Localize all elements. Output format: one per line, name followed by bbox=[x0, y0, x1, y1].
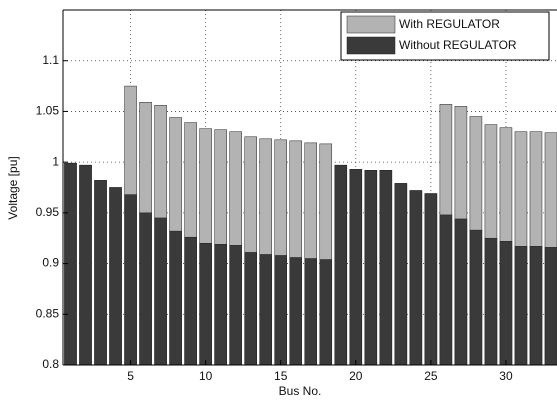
y-tick-label: 0.9 bbox=[42, 256, 59, 270]
bar bbox=[319, 259, 333, 366]
bar bbox=[439, 214, 453, 366]
bar bbox=[94, 180, 107, 366]
x-tick-label: 10 bbox=[199, 369, 213, 383]
x-tick-label: 30 bbox=[499, 369, 513, 383]
bar bbox=[79, 164, 92, 366]
x-axis-label: Bus No. bbox=[279, 384, 322, 398]
bar bbox=[184, 236, 197, 366]
bar bbox=[214, 244, 227, 366]
bar bbox=[544, 247, 557, 366]
bar bbox=[379, 170, 393, 366]
bar bbox=[514, 246, 528, 366]
x-tick-label: 15 bbox=[274, 369, 288, 383]
y-tick-label: 1 bbox=[52, 154, 59, 168]
bar bbox=[529, 246, 543, 366]
x-tick-label: 5 bbox=[127, 369, 134, 383]
y-tick-label: 0.8 bbox=[42, 357, 59, 371]
bar bbox=[424, 193, 438, 366]
bar bbox=[124, 194, 137, 366]
bar bbox=[139, 212, 152, 366]
y-tick-label: 1.05 bbox=[36, 104, 60, 118]
bar bbox=[109, 187, 122, 366]
legend-label: With REGULATOR bbox=[399, 17, 500, 31]
bar bbox=[274, 255, 287, 366]
bar bbox=[349, 168, 363, 366]
y-axis-label: Voltage [pu] bbox=[6, 156, 20, 219]
y-tick-label: 0.95 bbox=[36, 205, 60, 219]
legend: With REGULATOR Without REGULATOR bbox=[340, 11, 550, 61]
bar bbox=[229, 245, 242, 366]
x-tick-label: 25 bbox=[424, 369, 438, 383]
bar bbox=[64, 162, 77, 366]
y-tick-label: 0.85 bbox=[36, 306, 60, 320]
bar bbox=[394, 183, 408, 366]
bar bbox=[289, 257, 302, 366]
axes: 0.8 0.85 0.9 0.95 1 1.05 1.1 5 10 15 20 25 30 bbox=[36, 9, 557, 383]
bar bbox=[199, 243, 212, 366]
bar bbox=[484, 237, 498, 366]
bar bbox=[469, 229, 483, 366]
bar bbox=[244, 252, 257, 366]
legend-swatch bbox=[346, 36, 396, 55]
bar bbox=[334, 164, 348, 366]
legend-swatch bbox=[346, 15, 396, 34]
bars bbox=[64, 85, 557, 366]
bar bbox=[259, 254, 272, 366]
bar bbox=[499, 241, 513, 366]
bar bbox=[154, 217, 167, 366]
legend-label: Without REGULATOR bbox=[399, 38, 517, 52]
y-tick-label: 1.1 bbox=[42, 53, 59, 67]
bar bbox=[454, 218, 468, 366]
bar bbox=[409, 190, 423, 366]
bar bbox=[364, 170, 378, 366]
bar bbox=[304, 258, 318, 366]
bar bbox=[169, 230, 182, 366]
x-tick-label: 20 bbox=[349, 369, 363, 383]
